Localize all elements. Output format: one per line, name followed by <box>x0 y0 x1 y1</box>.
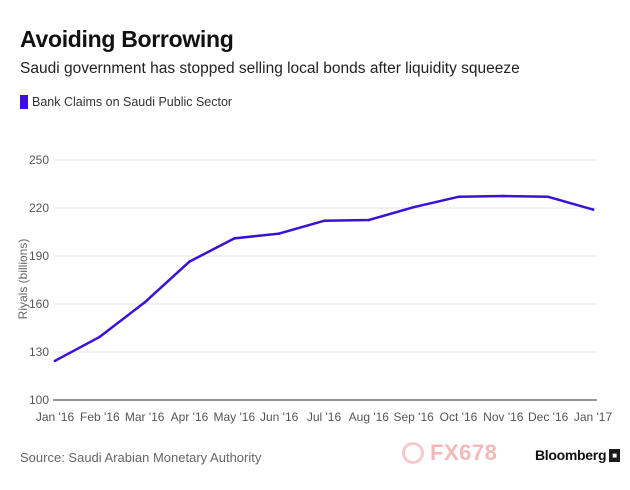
data-point <box>457 195 460 199</box>
chart-subtitle: Saudi government has stopped selling loc… <box>20 60 520 77</box>
brand-logo: Bloomberg ■ <box>533 447 623 463</box>
data-point <box>591 208 595 211</box>
x-tick-label: Mar '16 <box>125 410 165 424</box>
y-tick-labels: 100 130 160 190 220 250 <box>29 153 49 407</box>
x-tick-label: May '16 <box>214 410 256 424</box>
legend-label: Bank Claims on Saudi Public Sector <box>32 95 233 109</box>
x-tick-label: Sep '16 <box>394 410 435 424</box>
x-tick-label: Jun '16 <box>260 410 299 424</box>
legend: Bank Claims on Saudi Public Sector <box>20 95 232 109</box>
x-tick-label: Aug '16 <box>349 410 390 424</box>
y-tick-label: 100 <box>29 393 49 407</box>
x-tick-label: Oct '16 <box>440 410 478 424</box>
source-note: Source: Saudi Arabian Monetary Authority <box>20 450 262 465</box>
data-point <box>233 237 236 240</box>
data-point <box>322 219 326 223</box>
data-point <box>546 195 550 199</box>
x-tick-label: Jan '16 <box>36 410 75 424</box>
x-tick-label: Jul '16 <box>307 410 342 424</box>
y-tick-label: 160 <box>29 297 49 311</box>
data-point <box>98 335 102 339</box>
watermark-text: FX678 <box>430 440 498 465</box>
data-point <box>188 260 191 263</box>
data-point <box>412 205 415 209</box>
data-point <box>367 218 371 222</box>
x-tick-label: Apr '16 <box>171 410 209 424</box>
legend-swatch <box>20 95 28 109</box>
x-tick-label: Nov '16 <box>483 410 524 424</box>
series <box>53 194 595 363</box>
y-tick-label: 250 <box>29 153 49 167</box>
y-tick-label: 190 <box>29 249 49 263</box>
data-point <box>143 301 146 304</box>
line-chart: 100 130 160 190 220 250 Jan '16 Feb '16 Mar '16… <box>16 153 613 424</box>
watermark: FX678 <box>402 440 497 466</box>
x-tick-label: Dec '16 <box>528 410 569 424</box>
chart-title: Avoiding Borrowing <box>20 26 234 52</box>
x-tick-labels: Jan '16 Feb '16 Mar '16 Apr '16 May '16 Jun '… <box>36 410 613 424</box>
data-point <box>53 359 57 363</box>
data-point <box>502 194 505 198</box>
brand-mark-icon: ■ <box>609 448 621 462</box>
y-axis-label: Riyals (billions) <box>16 239 30 320</box>
data-point <box>277 232 281 235</box>
y-tick-label: 130 <box>29 345 49 359</box>
x-tick-label: Jan '17 <box>574 410 613 424</box>
brand-name: Bloomberg <box>535 447 607 463</box>
watermark-logo-icon <box>402 442 424 464</box>
x-tick-label: Feb '16 <box>80 410 120 424</box>
y-tick-label: 220 <box>29 201 49 215</box>
